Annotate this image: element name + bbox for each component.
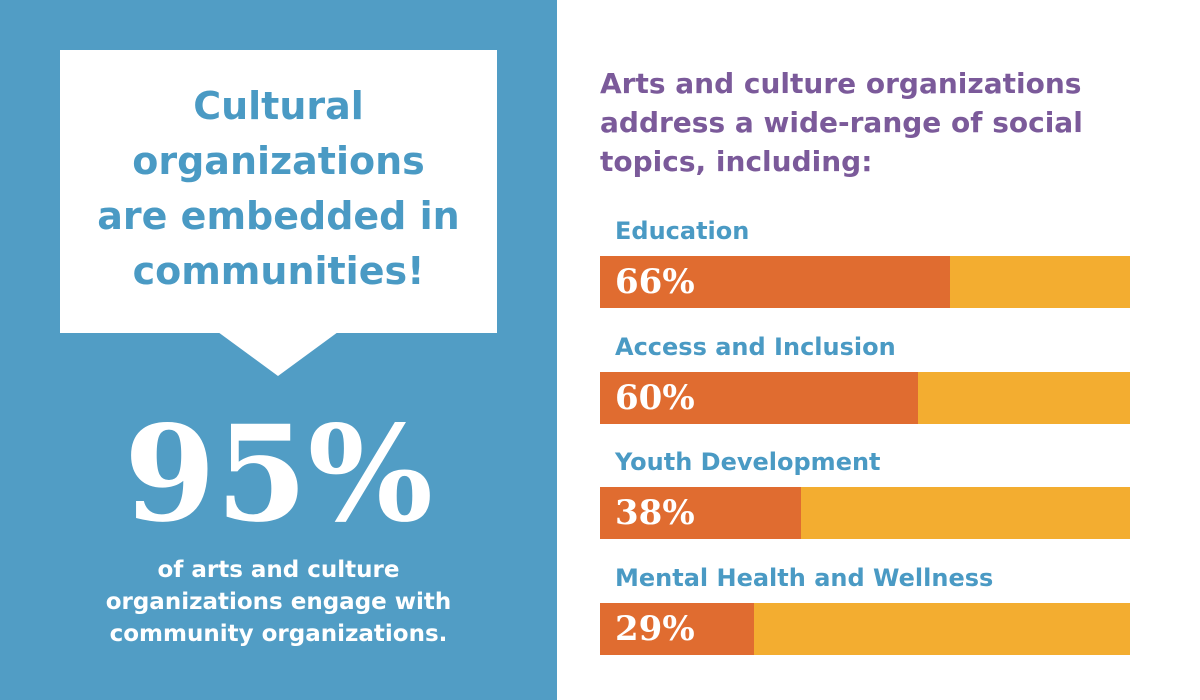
category-label: Access and Inclusion xyxy=(615,332,896,361)
bar-track: 29% xyxy=(600,602,1130,655)
bar-track: 60% xyxy=(600,371,1130,424)
bar-track: 66% xyxy=(600,256,1130,308)
chart-title: topics, including: xyxy=(600,145,873,178)
category-label: Education xyxy=(615,217,750,245)
callout-box xyxy=(60,50,497,333)
callout-pointer xyxy=(218,332,338,376)
bar-track: 38% xyxy=(600,487,1130,539)
bar xyxy=(600,371,918,424)
value-label: 66% xyxy=(615,262,695,302)
bar xyxy=(600,487,802,539)
bar xyxy=(600,256,950,308)
category-label: Mental Health and Wellness xyxy=(615,563,994,592)
stat-caption: community organizations. xyxy=(109,621,448,647)
callout-line: Cultural xyxy=(193,84,364,128)
big-stat: 95% xyxy=(123,397,434,552)
callout-line: organizations xyxy=(132,139,425,183)
value-label: 60% xyxy=(615,377,695,418)
callout-line: are embedded in xyxy=(97,194,460,238)
category-label: Youth Development xyxy=(615,448,881,476)
chart-title: Arts and culture organizations xyxy=(600,67,1082,100)
stat-caption: organizations engage with xyxy=(105,589,452,615)
value-label: 29% xyxy=(615,608,695,649)
chart-title: address a wide-range of social xyxy=(600,106,1083,139)
callout-line: communities! xyxy=(132,249,425,293)
stat-caption: of arts and culture xyxy=(157,557,400,583)
bar xyxy=(600,602,754,655)
value-label: 38% xyxy=(615,493,695,533)
